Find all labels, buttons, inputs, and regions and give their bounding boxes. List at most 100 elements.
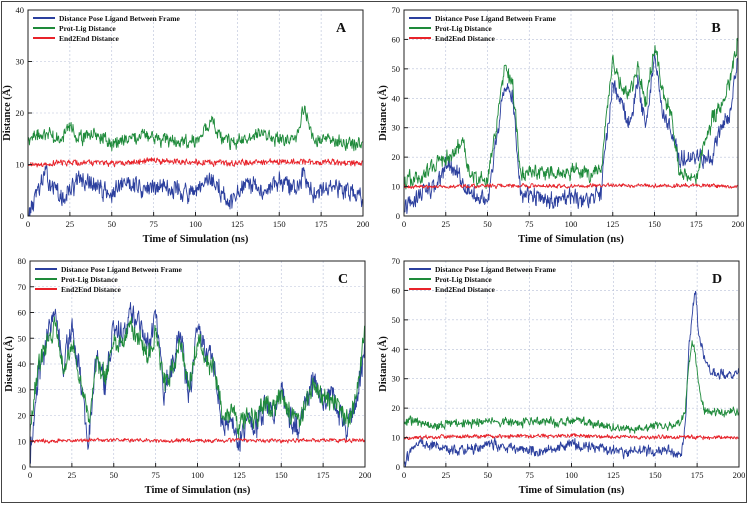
y-tick-label: 0 <box>396 211 400 221</box>
panel-label: A <box>336 21 347 36</box>
y-tick-label: 70 <box>392 5 401 15</box>
y-axis-label: Distance (Å) <box>3 336 15 392</box>
y-tick-label: 30 <box>18 385 27 395</box>
y-tick-label: 10 <box>18 436 27 446</box>
x-tick-label: 75 <box>151 470 160 480</box>
chart-panel-b: 0 25 50 75 100 125 150 175 200 0 10 20 30 40 50 60 70 Tim… <box>377 5 744 245</box>
x-tick-label: 50 <box>108 219 117 229</box>
y-tick-label: 50 <box>392 64 401 74</box>
x-axis-label: Time of Simulation (ns) <box>518 234 624 245</box>
x-axis-label: Time of Simulation (ns) <box>519 485 625 496</box>
series-line <box>27 164 364 217</box>
y-tick-label: 40 <box>18 359 27 369</box>
y-tick-label: 60 <box>18 308 27 318</box>
panel-label: D <box>712 272 722 287</box>
legend-label: Prot-Lig Distance <box>435 275 492 284</box>
y-tick-label: 60 <box>392 285 401 295</box>
plot-area <box>404 10 738 216</box>
x-tick-label: 175 <box>690 219 703 229</box>
x-tick-label: 175 <box>691 470 704 480</box>
x-tick-label: 200 <box>732 219 745 229</box>
figure-border <box>1 1 747 503</box>
plot-area <box>404 261 739 467</box>
x-tick-label: 125 <box>607 470 620 480</box>
y-axis-label: Distance (Å) <box>1 85 13 141</box>
y-tick-label: 50 <box>392 315 401 325</box>
x-tick-label: 50 <box>110 470 119 480</box>
y-axis-label: Distance (Å) <box>377 85 389 141</box>
x-tick-label: 200 <box>357 219 370 229</box>
x-tick-label: 150 <box>649 470 662 480</box>
y-tick-label: 40 <box>392 344 401 354</box>
x-tick-label: 0 <box>26 219 30 229</box>
x-axis-label: Time of Simulation (ns) <box>145 485 251 496</box>
legend-label: Distance Pose Ligand Between Frame <box>435 265 556 274</box>
series-line <box>27 105 364 152</box>
x-tick-label: 25 <box>68 470 77 480</box>
x-tick-label: 150 <box>275 470 288 480</box>
x-tick-label: 75 <box>525 219 534 229</box>
x-tick-label: 100 <box>191 470 204 480</box>
legend-label: End2End Distance <box>435 34 495 43</box>
legend-label: Distance Pose Ligand Between Frame <box>435 14 556 23</box>
chart-panel-a: 0 25 50 75 100 125 150 175 200 0 10 20 30 40 Time of S… <box>1 5 369 245</box>
series-line <box>29 437 366 444</box>
x-tick-label: 175 <box>317 470 330 480</box>
x-tick-label: 50 <box>483 219 492 229</box>
y-tick-label: 30 <box>392 123 401 133</box>
series-line <box>28 157 364 168</box>
y-tick-label: 20 <box>392 152 401 162</box>
legend-label: Distance Pose Ligand Between Frame <box>61 265 182 274</box>
x-tick-label: 150 <box>648 219 661 229</box>
x-tick-label: 200 <box>733 470 746 480</box>
x-tick-label: 125 <box>231 219 244 229</box>
y-axis-label: Distance (Å) <box>377 336 389 392</box>
x-tick-label: 100 <box>565 219 578 229</box>
legend-label: End2End Distance <box>59 34 119 43</box>
series-line <box>29 302 366 464</box>
y-tick-label: 70 <box>392 256 401 266</box>
y-tick-label: 30 <box>16 57 25 67</box>
x-axis-label: Time of Simulation (ns) <box>143 234 249 245</box>
legend-label: Distance Pose Ligand Between Frame <box>59 14 180 23</box>
legend-label: Prot-Lig Distance <box>61 275 118 284</box>
chart-panel-c: 0 25 50 75 100 125 150 175 200 0 10 20 30 40 50 60 70 80 T… <box>3 256 371 496</box>
x-tick-label: 150 <box>273 219 286 229</box>
y-tick-label: 0 <box>22 462 26 472</box>
x-tick-label: 50 <box>484 470 493 480</box>
series-line <box>403 37 739 190</box>
legend-label: Prot-Lig Distance <box>59 24 116 33</box>
series-line <box>403 50 738 215</box>
y-tick-label: 20 <box>392 403 401 413</box>
panel-label: C <box>338 272 348 287</box>
y-tick-label: 20 <box>16 108 25 118</box>
series-line <box>403 433 740 441</box>
y-tick-label: 0 <box>396 462 400 472</box>
x-tick-label: 75 <box>149 219 158 229</box>
x-tick-label: 100 <box>189 219 202 229</box>
x-tick-label: 0 <box>28 470 32 480</box>
y-tick-label: 50 <box>18 333 27 343</box>
series-line <box>403 340 740 434</box>
panel-label: B <box>711 21 720 36</box>
x-tick-label: 0 <box>402 219 406 229</box>
x-tick-label: 100 <box>565 470 578 480</box>
x-tick-label: 125 <box>233 470 246 480</box>
legend-label: Prot-Lig Distance <box>435 24 492 33</box>
y-tick-label: 10 <box>16 160 25 170</box>
x-tick-label: 200 <box>359 470 372 480</box>
chart-panel-d: 0 25 50 75 100 125 150 175 200 0 10 20 30 40 50 60 70 Tim… <box>377 256 745 496</box>
x-tick-label: 125 <box>606 219 619 229</box>
legend-label: End2End Distance <box>61 285 121 294</box>
y-tick-label: 10 <box>392 433 401 443</box>
legend-label: End2End Distance <box>435 285 495 294</box>
x-tick-label: 25 <box>442 219 451 229</box>
x-tick-label: 0 <box>402 470 406 480</box>
y-tick-label: 40 <box>392 93 401 103</box>
y-tick-label: 20 <box>18 411 27 421</box>
y-tick-label: 40 <box>16 5 25 15</box>
y-tick-label: 30 <box>392 374 401 384</box>
y-tick-label: 70 <box>18 282 27 292</box>
